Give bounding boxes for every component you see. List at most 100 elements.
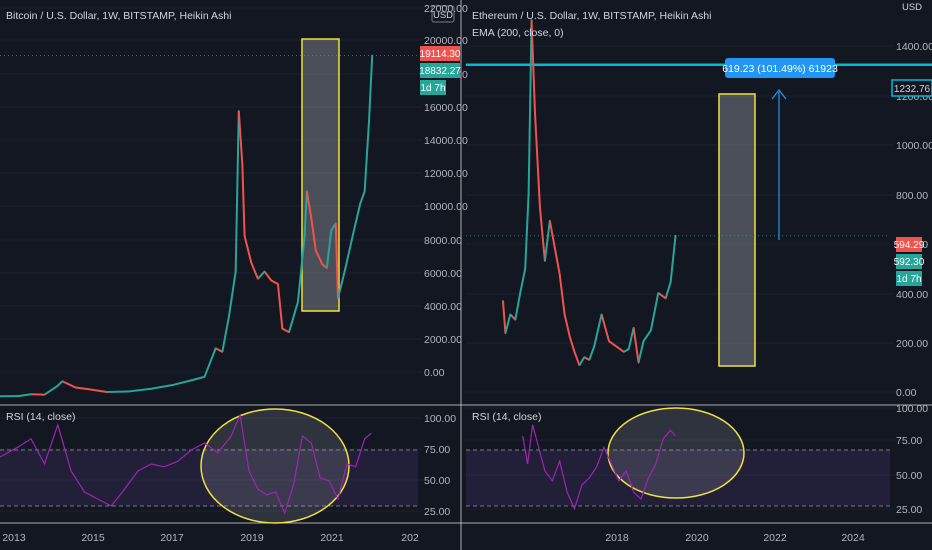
x-tick-label: 2017 [160,532,184,544]
price-point [363,190,366,193]
price-point [669,281,672,284]
y-tick-label: 50.00 [424,475,450,487]
price-segment [88,388,107,393]
price-label: 594.29 [894,240,925,251]
y-tick-label: 0.00 [896,387,917,399]
price-point [615,345,618,348]
price-point [128,390,130,393]
price-point [190,379,193,382]
price-segment [637,340,645,363]
currency-label: USD [433,10,453,21]
x-tick-label: 2018 [605,532,629,544]
price-point [600,313,603,316]
chart-title: RSI (14, close) [6,411,75,423]
price-segment [234,111,240,272]
price-segment [623,348,630,353]
price-point [241,163,244,166]
hline-label-box [891,79,932,97]
price-point [288,331,290,334]
price-segment [305,191,313,219]
price-segment [632,327,640,363]
rsi-line [0,412,372,515]
price-segment [263,270,273,282]
y-tick-label: 800.00 [896,190,928,202]
x-tick-label: 2020 [685,532,709,544]
price-point [88,388,90,391]
chart-title: Ethereum / U.S. Dollar, 1W, BITSTAMP, He… [472,10,711,22]
price-segment [548,220,556,248]
price-point [310,217,313,219]
price-segment [303,191,308,236]
price-label: 18832.27 [419,66,461,77]
y-tick-label: 25.00 [896,504,922,516]
price-segment [573,351,581,366]
x-tick-label: 2013 [2,532,26,544]
price-segment [543,220,551,261]
price-segment [257,270,266,280]
price-point [649,329,652,332]
price-point [352,231,355,234]
price-segment [352,203,362,233]
price-point [305,190,308,193]
price-segment [276,283,284,329]
price-segment [237,110,244,165]
price-point [527,193,530,195]
price-label-box [420,46,460,61]
y-tick-label: 14000.00 [424,135,468,147]
price-point [568,334,571,337]
y-tick-label: 50.00 [896,470,922,482]
y-tick-label: 100.00 [424,413,456,425]
measure-label-box [725,58,835,78]
currency-box [431,5,455,23]
y-tick-label: 8000.00 [424,235,462,247]
price-point [150,387,153,390]
price-segment [608,340,617,348]
y-tick-label: 4000.00 [424,301,462,313]
price-segment [578,356,586,366]
price-segment [359,190,366,205]
y-tick-label: 100.00 [896,403,928,415]
price-point [359,202,362,205]
price-point [214,347,217,350]
rsi-line [522,424,676,511]
price-label-box [896,237,922,252]
price-point [593,345,596,348]
price-point [270,279,273,282]
price-point [30,393,33,396]
y-tick-label: 1000.00 [896,140,932,152]
price-segment [325,230,333,269]
price-segment [615,345,625,353]
chart-title: Bitcoin / U.S. Dollar, 1W, BITSTAMP, Hei… [6,10,231,22]
price-segment [363,119,371,192]
price-point [303,234,306,237]
currency-label: USD [902,2,922,13]
price-segment [57,380,63,387]
price-label-box [896,254,922,269]
price-point [543,259,546,262]
price-point [0,395,1,398]
price-segment [514,292,522,320]
price-segment [243,235,253,263]
price-point [321,263,324,266]
price-point [539,206,541,209]
highlight-ellipse [200,408,350,524]
price-point [578,364,581,367]
y-tick-label: 1400.00 [896,41,932,53]
y-tick-label: 400.00 [896,289,928,301]
y-tick-label: 2000.00 [424,334,462,346]
price-segment [314,249,324,265]
price-label: 19114.30 [420,49,461,60]
price-segment [588,346,596,361]
highlight-box [718,93,756,367]
price-label-box [896,271,922,286]
price-point [657,292,660,294]
price-label: 592.30 [894,257,925,268]
price-segment [538,207,546,261]
price-point [558,273,561,276]
price-label-box [420,63,460,78]
price-point [277,283,279,285]
price-point [637,361,640,364]
price-segment [281,327,290,334]
price-segment [600,314,610,342]
price-segment [221,315,230,353]
